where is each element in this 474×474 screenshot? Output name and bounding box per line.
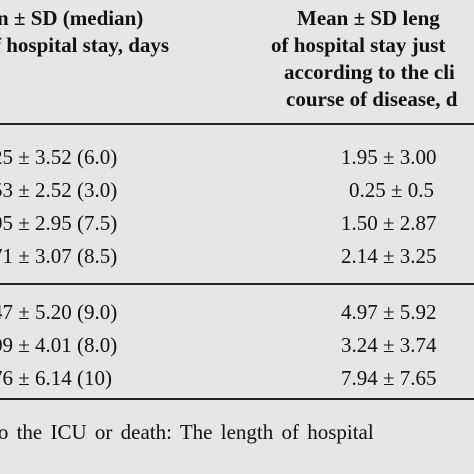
header-divider: [0, 123, 474, 125]
table-cell-right: 0.25 ± 0.5: [349, 178, 435, 202]
table-cell-left: 47 ± 5.20 (9.0): [0, 300, 118, 324]
right-column-header-line-1: Mean ± SD leng: [297, 6, 440, 30]
table-cell-left: 09 ± 4.01 (8.0): [0, 333, 118, 357]
left-column-header-line-1: n ± SD (median): [0, 6, 144, 30]
table-cell-left: 76 ± 6.14 (10): [0, 366, 113, 390]
table-cell-right: 7.94 ± 7.65: [341, 366, 437, 390]
table-bottom-divider: [0, 398, 474, 400]
right-column-header-line-2: of hospital stay just: [271, 33, 446, 57]
table-cell-left: 25 ± 3.52 (6.0): [0, 145, 118, 169]
table-footnote: to the ICU or death: The length of hospi…: [0, 420, 374, 444]
table-cell-left: 71 ± 3.07 (8.5): [0, 244, 118, 268]
right-column-header-line-3: according to the cli: [284, 60, 455, 84]
section-divider: [0, 283, 474, 285]
table-cell-right: 2.14 ± 3.25: [341, 244, 437, 268]
table-cell-left: 95 ± 2.95 (7.5): [0, 211, 118, 235]
table-cell-right: 1.50 ± 2.87: [341, 211, 437, 235]
table-cell-right: 1.95 ± 3.00: [341, 145, 437, 169]
table-cell-left: 53 ± 2.52 (3.0): [0, 178, 118, 202]
left-column-header-line-2: f hospital stay, days: [0, 33, 170, 57]
table-cell-right: 4.97 ± 5.92: [341, 300, 437, 324]
right-column-header-line-4: course of disease, d: [286, 87, 458, 111]
table-cell-right: 3.24 ± 3.74: [341, 333, 437, 357]
